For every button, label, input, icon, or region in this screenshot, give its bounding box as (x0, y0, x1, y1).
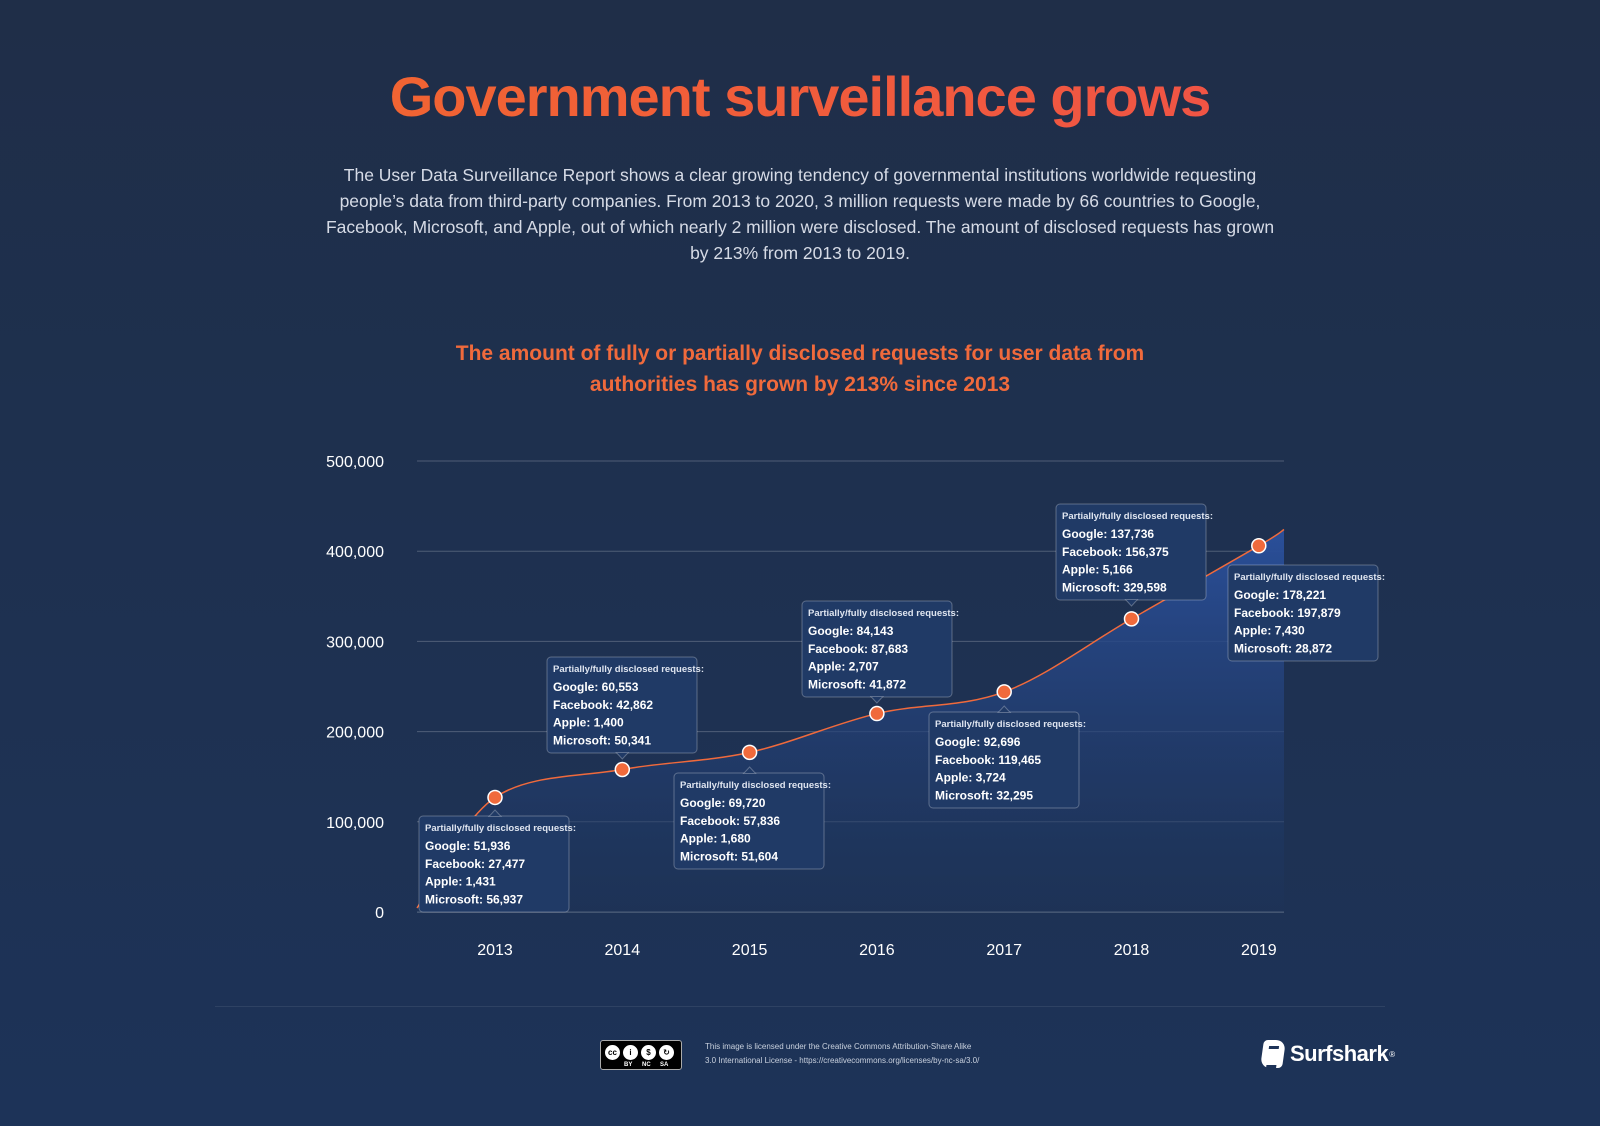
tooltip-line: Apple: 5,166 (1062, 563, 1133, 577)
tooltip-line: Facebook: 27,477 (425, 857, 525, 871)
tooltip-line: Facebook: 42,862 (553, 698, 653, 712)
brand-registered-mark: ® (1389, 1049, 1396, 1059)
tooltip-line: Facebook: 197,879 (1234, 606, 1341, 620)
tooltip: Partially/fully disclosed requests: Googl… (1227, 564, 1385, 662)
tooltip-line: Google: 92,696 (935, 735, 1021, 749)
x-axis: 2013 2014 2015 2016 2017 2018 2019 (477, 942, 1276, 959)
y-tick-label: 200,000 (326, 725, 384, 742)
y-tick-label: 500,000 (326, 454, 384, 471)
x-tick-label: 2013 (477, 942, 513, 959)
tooltip-heading: Partially/fully disclosed requests: (1234, 572, 1385, 583)
tooltip-line: Microsoft: 329,598 (1062, 580, 1167, 594)
x-tick-label: 2019 (1241, 942, 1277, 959)
tooltip-line: Microsoft: 41,872 (808, 677, 906, 691)
x-tick-label: 2017 (986, 942, 1022, 959)
y-tick-label: 0 (375, 905, 384, 922)
tooltip-line: Facebook: 119,465 (935, 753, 1041, 767)
data-point[interactable] (614, 761, 631, 778)
tooltip-line: Google: 60,553 (553, 680, 639, 694)
x-tick-label: 2014 (605, 942, 641, 959)
tooltip-line: Apple: 1,680 (680, 832, 751, 846)
cc-sa-label: SA (660, 1062, 669, 1068)
tooltip: Partially/fully disclosed requests: Googl… (418, 809, 576, 913)
data-point[interactable] (487, 789, 503, 806)
tooltip-line: Apple: 1,431 (425, 875, 496, 889)
cc-icon: cc (604, 1044, 621, 1061)
data-point[interactable] (1251, 538, 1267, 554)
tooltip-line: Apple: 7,430 (1234, 624, 1305, 638)
chart-title: The amount of fully or partially disclos… (455, 342, 1145, 396)
y-tick-label: 400,000 (326, 544, 384, 561)
tooltip: Partially/fully disclosed requests: Googl… (928, 705, 1086, 809)
page-title: Government surveillance grows (0, 64, 1600, 129)
x-tick-label: 2018 (1114, 942, 1150, 959)
intro-paragraph: The User Data Surveillance Report shows … (325, 165, 1275, 263)
data-point[interactable] (996, 684, 1012, 700)
tooltip: Partially/fully disclosed requests: Googl… (801, 600, 959, 704)
license-line-1: This image is licensed under the Creativ… (705, 1042, 972, 1051)
cc-nc-label: NC (642, 1062, 651, 1068)
tooltip-line: Facebook: 57,836 (680, 814, 780, 828)
brand-name: Surfshark (1290, 1041, 1389, 1066)
y-tick-label: 300,000 (326, 634, 384, 651)
tooltip-line: Google: 84,143 (808, 624, 894, 638)
tooltip-line: Microsoft: 28,872 (1234, 641, 1332, 655)
tooltips: Partially/fully disclosed requests: Googl… (418, 503, 1385, 913)
tooltip-line: Microsoft: 32,295 (935, 788, 1033, 802)
nc-icon: $ (640, 1044, 657, 1061)
tooltip-line: Microsoft: 51,604 (680, 849, 778, 863)
data-markers (487, 538, 1267, 806)
tooltip-pointer (869, 696, 885, 704)
tooltip-heading: Partially/fully disclosed requests: (553, 664, 704, 675)
tooltip-line: Google: 69,720 (680, 796, 766, 810)
sa-icon: ↻ (658, 1044, 675, 1061)
data-point[interactable] (1123, 611, 1140, 627)
creative-commons-by-nc-sa-icon[interactable]: cc i $ ↻ BY NC SA (600, 1040, 682, 1070)
tooltip-line: Google: 51,936 (425, 839, 511, 853)
tooltip-heading: Partially/fully disclosed requests: (808, 608, 959, 619)
area-chart: 0 100,000 200,000 300,000 400,000 500,000 201… (326, 454, 1385, 959)
y-axis: 0 100,000 200,000 300,000 400,000 500,000 (326, 454, 384, 922)
tooltip-line: Facebook: 156,375 (1062, 545, 1169, 559)
tooltip: Partially/fully disclosed requests: Googl… (546, 656, 704, 760)
tooltip-heading: Partially/fully disclosed requests: (1062, 511, 1213, 522)
tooltip-pointer (1124, 599, 1139, 607)
tooltip-pointer (615, 752, 630, 760)
tooltip-line: Apple: 1,400 (553, 716, 624, 730)
tooltip: Partially/fully disclosed requests: Googl… (673, 766, 831, 870)
tooltip: Partially/fully disclosed requests: Googl… (1055, 503, 1213, 607)
data-point[interactable] (741, 744, 758, 761)
tooltip-box (1227, 564, 1379, 662)
y-tick-label: 100,000 (326, 815, 384, 832)
tooltip-pointer (742, 766, 757, 774)
brand-logo[interactable]: Surfshark ® (1260, 1037, 1396, 1071)
x-tick-label: 2015 (732, 942, 768, 959)
x-tick-label: 2016 (859, 942, 895, 959)
area-fill (417, 529, 1284, 912)
tooltip-line: Facebook: 87,683 (808, 642, 908, 656)
tooltip-heading: Partially/fully disclosed requests: (425, 823, 576, 834)
tooltip-pointer (997, 705, 1012, 713)
license-text: This image is licensed under the Creativ… (705, 1040, 1035, 1068)
tooltip-line: Microsoft: 50,341 (553, 733, 651, 747)
tooltip-heading: Partially/fully disclosed requests: (935, 719, 1086, 730)
tooltip-heading: Partially/fully disclosed requests: (680, 780, 831, 791)
cc-by-label: BY (624, 1062, 633, 1068)
tooltip-line: Google: 178,221 (1234, 588, 1326, 602)
license-line-2[interactable]: 3.0 International License - https://crea… (705, 1056, 980, 1065)
tooltip-line: Apple: 2,707 (808, 660, 879, 674)
by-icon: i (622, 1044, 639, 1061)
tooltip-line: Apple: 3,724 (935, 771, 1006, 785)
tooltip-line: Google: 137,736 (1062, 527, 1154, 541)
surfshark-logo-icon (1260, 1040, 1286, 1068)
data-point[interactable] (869, 705, 885, 722)
tooltip-pointer (487, 809, 503, 817)
footer-divider (215, 1006, 1385, 1007)
tooltip-line: Microsoft: 56,937 (425, 892, 523, 906)
